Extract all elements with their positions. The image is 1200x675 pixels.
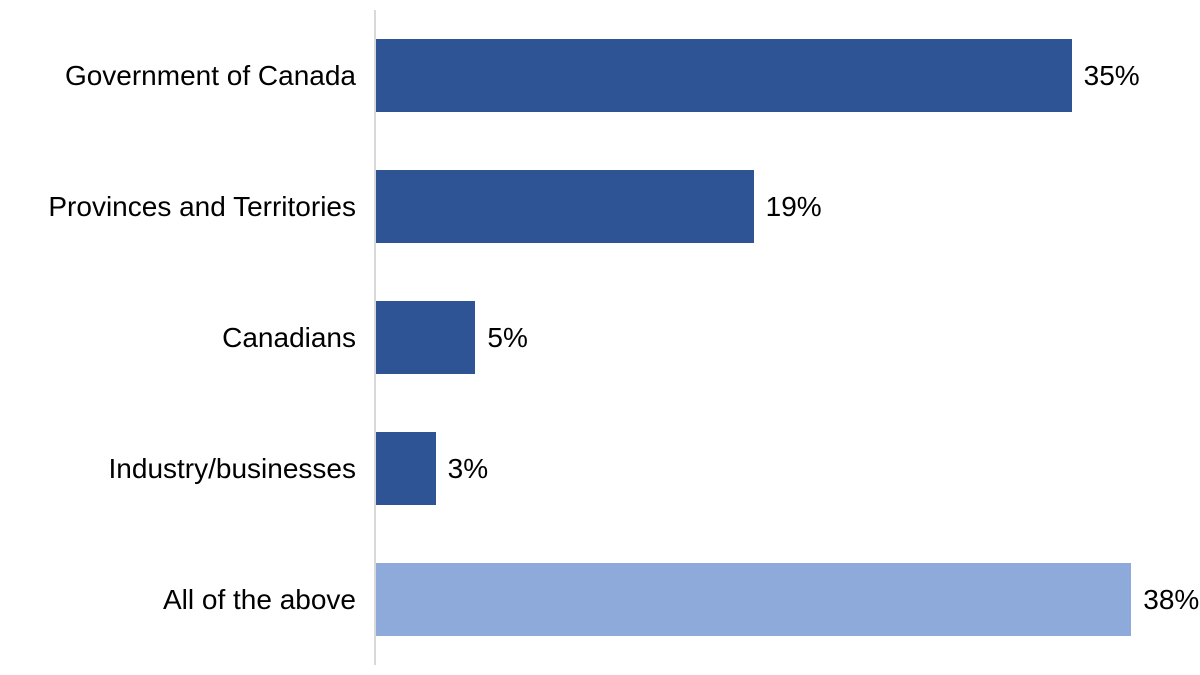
chart-row: All of the above 38% <box>0 534 1200 665</box>
category-label: All of the above <box>162 583 356 615</box>
value-label: 35% <box>1083 59 1140 91</box>
value-label: 5% <box>487 321 528 353</box>
bar <box>376 563 1132 636</box>
bar <box>376 170 754 243</box>
chart-rows: Government of Canada 35% Provinces and T… <box>0 10 1200 665</box>
bar <box>376 39 1072 112</box>
y-axis-line <box>374 10 376 665</box>
bar-track: 19% <box>376 170 1171 243</box>
chart-row: Industry/businesses 3% <box>0 403 1200 534</box>
bar-track: 38% <box>376 563 1199 636</box>
category-label: Government of Canada <box>64 59 356 91</box>
bar <box>376 432 436 505</box>
bar-track: 35% <box>376 39 1171 112</box>
bar-track: 5% <box>376 301 1171 374</box>
category-label: Industry/businesses <box>108 452 356 484</box>
value-label: 19% <box>765 190 822 222</box>
chart-row: Government of Canada 35% <box>0 10 1200 141</box>
value-label: 38% <box>1143 583 1200 615</box>
value-label: 3% <box>447 452 489 484</box>
category-label: Provinces and Territories <box>48 190 356 222</box>
bar-track: 3% <box>376 432 1171 505</box>
category-label: Canadians <box>222 321 356 353</box>
bar <box>376 301 476 374</box>
chart-row: Canadians 5% <box>0 272 1200 403</box>
chart-row: Provinces and Territories 19% <box>0 141 1200 272</box>
